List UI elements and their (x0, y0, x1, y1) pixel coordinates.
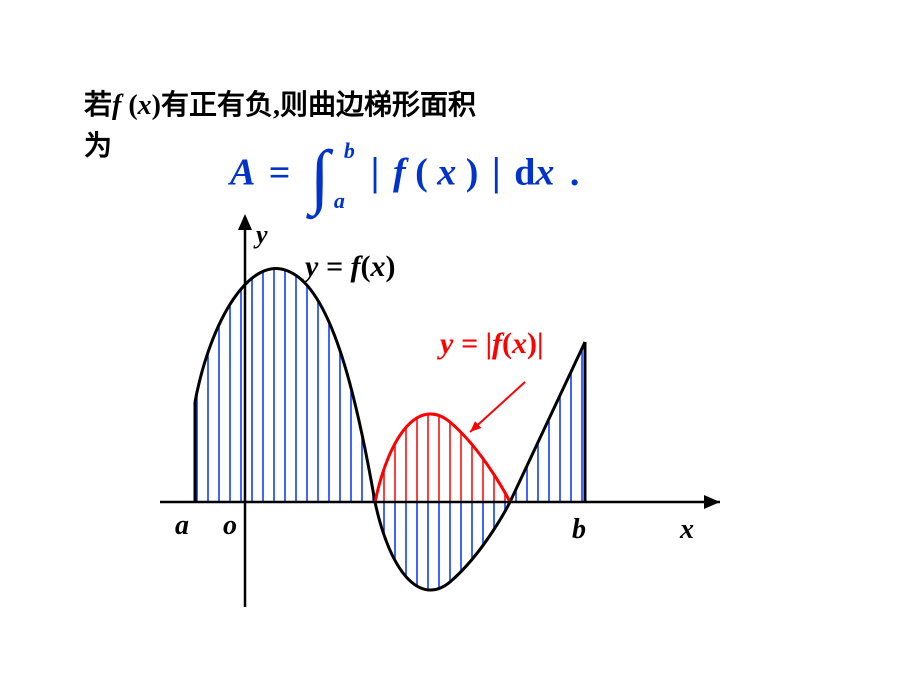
formula-x: x (437, 152, 456, 194)
integral-lower: a (334, 188, 345, 214)
formula-d: d (514, 152, 535, 194)
title-x: x (138, 90, 152, 121)
x-axis-label: x (680, 514, 694, 546)
abs-close: | (488, 149, 505, 194)
plot-svg (140, 212, 740, 612)
formula-f: f (393, 152, 406, 194)
abslbl-eq: = (453, 327, 485, 360)
lbl-pc: ) (385, 250, 395, 283)
title-pre: 若 (84, 90, 112, 121)
lbl-f: f (350, 250, 360, 283)
abslbl-bar2: | (537, 327, 544, 360)
abslbl-y: y (440, 327, 453, 360)
title-mid: 有正有负,则曲边梯形面积 (161, 90, 476, 121)
curve-label-absfx: y = |f(x)| (440, 327, 544, 361)
title-f: f (112, 90, 121, 121)
y-axis-label: y (256, 220, 268, 250)
formula-A: A (230, 152, 253, 194)
integral-upper: b (344, 138, 355, 164)
b-label: b (572, 514, 586, 546)
lbl-x: x (370, 250, 385, 283)
abslbl-pc: ) (527, 327, 537, 360)
lbl-y: y (305, 250, 318, 283)
curve-label-fx: y = f(x) (305, 250, 395, 284)
formula-paren-close: ) (466, 152, 479, 194)
title-post: 为 (84, 131, 112, 162)
a-label: a (175, 510, 189, 542)
title-paren-open: ( (121, 90, 137, 121)
formula-eq: = (263, 152, 297, 194)
abslbl-f: f (492, 327, 502, 360)
lbl-po: ( (360, 250, 370, 283)
formula-paren-open: ( (415, 152, 428, 194)
origin-label: o (223, 510, 237, 542)
abs-open: | (367, 149, 384, 194)
abslbl-x: x (512, 327, 527, 360)
plot-area: y y = f(x) y = |f(x)| a o b x (140, 212, 740, 612)
title-paren-close: ) (152, 90, 161, 121)
formula-period: . (564, 152, 580, 194)
lbl-eq: = (318, 250, 350, 283)
abslbl-po: ( (502, 327, 512, 360)
integral-sign: ∫ b a (310, 140, 330, 212)
formula-x2: x (535, 152, 554, 194)
area-formula: A = ∫ b a | f ( x ) | dx . (230, 140, 579, 212)
